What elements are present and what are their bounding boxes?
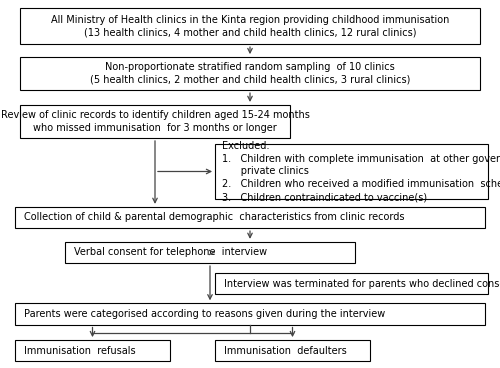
Text: Interview was terminated for parents who declined consent: Interview was terminated for parents who… [224,279,500,289]
FancyBboxPatch shape [20,57,480,90]
FancyBboxPatch shape [215,144,487,199]
Text: Immunisation  defaulters: Immunisation defaulters [224,346,347,356]
Text: Review of clinic records to identify children aged 15-24 months
who missed immun: Review of clinic records to identify chi… [0,110,310,133]
Text: All Ministry of Health clinics in the Kinta region providing childhood immunisat: All Ministry of Health clinics in the Ki… [51,15,449,38]
FancyBboxPatch shape [20,8,480,44]
FancyBboxPatch shape [20,105,290,138]
Text: Immunisation  refusals: Immunisation refusals [24,346,136,356]
Text: Non-proportionate stratified random sampling  of 10 clinics
(5 health clinics, 2: Non-proportionate stratified random samp… [90,62,410,85]
Text: Parents were categorised according to reasons given during the interview: Parents were categorised according to re… [24,309,385,319]
FancyBboxPatch shape [65,242,355,263]
FancyBboxPatch shape [15,303,485,325]
Text: Excluded:
1.   Children with complete immunisation  at other government or
     : Excluded: 1. Children with complete immu… [222,141,500,202]
Text: Verbal consent for telephone  interview: Verbal consent for telephone interview [74,247,267,258]
FancyBboxPatch shape [15,207,485,228]
Text: Collection of child & parental demographic  characteristics from clinic records: Collection of child & parental demograph… [24,212,404,223]
FancyBboxPatch shape [15,340,170,361]
FancyBboxPatch shape [215,340,370,361]
FancyBboxPatch shape [215,273,487,294]
